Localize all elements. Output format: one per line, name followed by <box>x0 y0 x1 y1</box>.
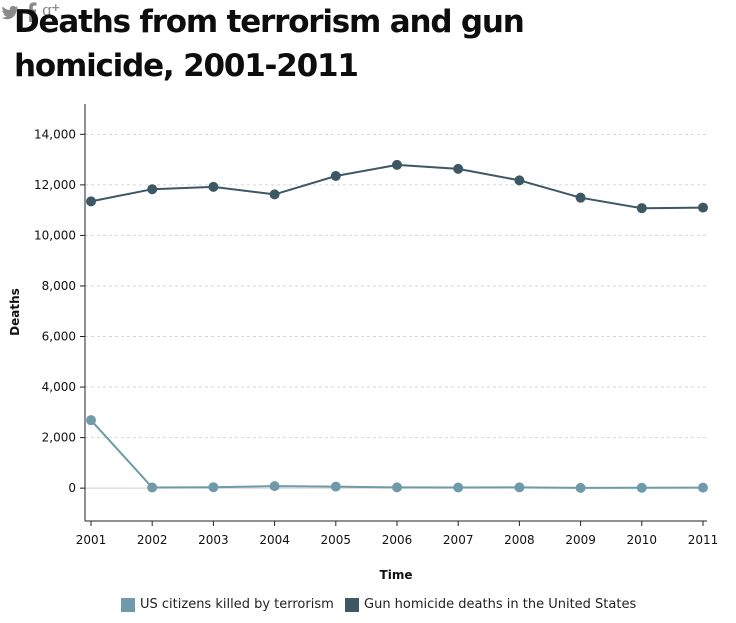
data-point-terrorism-2009 <box>575 482 586 493</box>
x-tick-label: 2007 <box>443 533 474 547</box>
legend-label-terrorism: US citizens killed by terrorism <box>140 597 334 612</box>
x-tick-label: 2001 <box>76 533 107 547</box>
data-point-gun-homicide-2004 <box>269 189 280 200</box>
data-point-gun-homicide-2008 <box>514 175 525 186</box>
data-point-gun-homicide-2003 <box>208 181 219 192</box>
legend-swatch-terrorism <box>121 597 135 612</box>
chart-title: Deaths from terrorism and gun homicide, … <box>14 4 525 84</box>
data-point-terrorism-2001 <box>86 415 96 426</box>
x-tick-label: 2003 <box>198 533 229 547</box>
y-tick-label: 10,000 <box>34 228 76 242</box>
data-point-terrorism-2006 <box>392 482 402 493</box>
data-point-terrorism-2010 <box>636 482 647 493</box>
facebook-icon[interactable] <box>25 2 42 26</box>
x-tick-label: 2011 <box>688 533 719 547</box>
share-bar: g + <box>0 0 736 26</box>
legend-swatch-gun-homicide <box>345 597 359 612</box>
x-tick-label: 2009 <box>565 533 596 547</box>
series-line-gun-homicide <box>90 163 704 210</box>
y-axis-label: Deaths <box>8 288 22 336</box>
y-tick-label: 14,000 <box>34 127 76 141</box>
y-tick-label: 12,000 <box>34 178 76 192</box>
legend-label-gun-homicide: Gun homicide deaths in the United States <box>364 597 637 612</box>
y-tick-label: 6,000 <box>42 330 76 344</box>
line-chart: 02,0004,0006,0008,00010,00012,00014,000 … <box>8 104 719 582</box>
y-axis-ticks: 0 2,000 4,000 6,000 8,000 10,000 12,000 14,000 <box>34 127 85 495</box>
x-axis-ticks: 2001 2002 2003 2004 2005 2006 2007 2008 2009 2010… <box>76 521 719 547</box>
legend: US citizens killed by terrorism Gun homi… <box>0 597 736 619</box>
data-point-gun-homicide-2009 <box>575 192 586 203</box>
y-tick-label: 2,000 <box>42 431 76 445</box>
gridlines <box>85 133 707 489</box>
x-axis-label: Time <box>380 568 413 582</box>
data-point-gun-homicide-2010 <box>636 203 647 214</box>
data-point-gun-homicide-2005 <box>330 170 341 181</box>
x-tick-label: 2005 <box>321 533 352 547</box>
svg-text:+: + <box>51 1 60 14</box>
data-point-terrorism-2004 <box>269 481 280 492</box>
twitter-icon[interactable] <box>0 5 25 26</box>
data-point-gun-homicide-2006 <box>392 159 402 170</box>
data-point-terrorism-2007 <box>453 482 464 493</box>
y-tick-label: 4,000 <box>42 380 76 394</box>
x-tick-label: 2002 <box>137 533 168 547</box>
series-line-terrorism <box>90 419 704 489</box>
data-point-terrorism-2011 <box>698 482 708 493</box>
y-tick-label: 8,000 <box>42 279 76 293</box>
data-point-gun-homicide-2001 <box>86 196 96 207</box>
chart-series <box>86 159 708 493</box>
x-tick-label: 2004 <box>259 533 290 547</box>
svg-text:g: g <box>42 2 52 20</box>
data-point-terrorism-2008 <box>514 482 525 493</box>
data-point-gun-homicide-2007 <box>453 163 464 174</box>
x-tick-label: 2006 <box>382 533 413 547</box>
x-tick-label: 2010 <box>627 533 658 547</box>
legend-item-gun-homicide[interactable]: Gun homicide deaths in the United States <box>345 597 636 612</box>
y-tick-label: 0 <box>68 481 76 495</box>
data-point-gun-homicide-2002 <box>147 184 158 195</box>
data-point-terrorism-2005 <box>330 481 341 492</box>
data-point-terrorism-2002 <box>147 482 158 493</box>
data-point-terrorism-2003 <box>208 482 219 493</box>
data-point-gun-homicide-2011 <box>698 202 708 213</box>
legend-item-terrorism[interactable]: US citizens killed by terrorism <box>121 597 334 612</box>
x-tick-label: 2008 <box>504 533 535 547</box>
google-plus-icon[interactable]: g + <box>42 1 64 26</box>
